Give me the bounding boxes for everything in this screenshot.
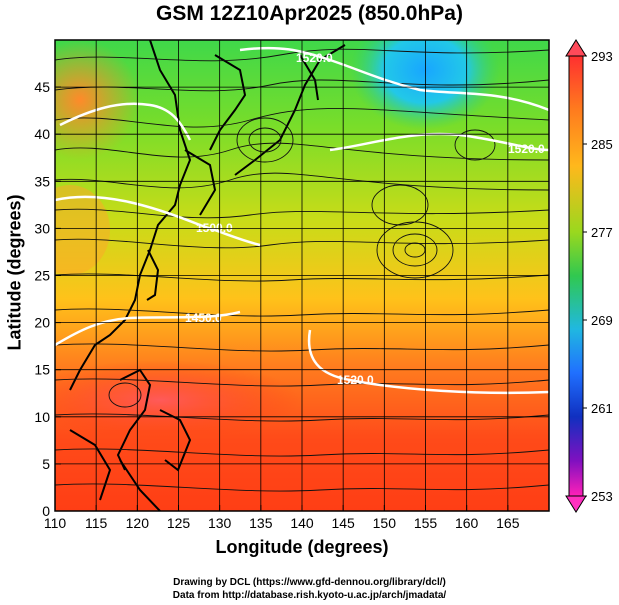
colorbar-tick-label: 253 bbox=[591, 489, 613, 504]
x-tick-label: 110 bbox=[44, 515, 67, 531]
colorbar-top-arrow bbox=[565, 39, 587, 57]
y-tick-label: 45 bbox=[34, 79, 50, 95]
y-tick-label: 5 bbox=[42, 456, 50, 472]
x-tick-label: 130 bbox=[208, 515, 232, 531]
x-tick-label: 145 bbox=[331, 515, 355, 531]
x-axis: 110 115 120 125 130 135 140 145 150 155 160 165 bbox=[44, 505, 520, 531]
colorbar-bottom-arrow bbox=[565, 495, 587, 513]
y-axis: 0 5 10 15 20 25 30 35 40 45 bbox=[34, 79, 61, 519]
x-tick-label: 120 bbox=[126, 515, 150, 531]
x-tick-label: 140 bbox=[290, 515, 314, 531]
x-tick-label: 125 bbox=[167, 515, 191, 531]
credit-drawing: Drawing by DCL (https://www.gfd-dennou.o… bbox=[173, 577, 446, 588]
lat-lon-grid bbox=[55, 40, 549, 511]
y-tick-label: 25 bbox=[34, 268, 50, 284]
x-tick-label: 160 bbox=[455, 515, 479, 531]
y-tick-label: 40 bbox=[34, 126, 50, 142]
y-tick-label: 20 bbox=[34, 315, 50, 331]
credit-data: Data from http://database.rish.kyoto-u.a… bbox=[172, 590, 447, 601]
streamlines bbox=[55, 48, 549, 492]
height-contours bbox=[55, 46, 549, 395]
x-tick-label: 135 bbox=[249, 515, 273, 531]
x-tick-label: 155 bbox=[414, 515, 438, 531]
colorbar-tick-label: 277 bbox=[591, 225, 613, 240]
y-tick-label: 30 bbox=[34, 220, 50, 236]
y-tick-label: 15 bbox=[34, 362, 50, 378]
y-tick-label: 10 bbox=[34, 409, 50, 425]
x-tick-label: 115 bbox=[85, 515, 108, 531]
y-tick-label: 0 bbox=[42, 503, 50, 519]
contour-label: 1520.0 bbox=[296, 51, 333, 65]
contour-label: 1450.0 bbox=[185, 311, 222, 325]
contour-label: 1520.0 bbox=[337, 373, 374, 387]
chart-title: GSM 12Z10Apr2025 (850.0hPa) bbox=[156, 2, 463, 25]
colorbar-tick-label: 293 bbox=[591, 49, 613, 64]
x-tick-label: 165 bbox=[496, 515, 520, 531]
colorbar-tick-label: 285 bbox=[591, 137, 613, 152]
contour-label: 1520.0 bbox=[508, 142, 545, 156]
colorbar: 293 285 277 269 261 253 bbox=[565, 39, 613, 513]
contour-labels: 1520.0 1520.0 1500.0 1450.0 1520.0 bbox=[185, 51, 545, 387]
x-tick-label: 150 bbox=[373, 515, 397, 531]
y-tick-label: 35 bbox=[34, 173, 50, 189]
colorbar-tick-label: 261 bbox=[591, 401, 613, 416]
x-axis-label: Longitude (degrees) bbox=[215, 537, 389, 557]
colorbar-tick-label: 269 bbox=[591, 313, 613, 328]
